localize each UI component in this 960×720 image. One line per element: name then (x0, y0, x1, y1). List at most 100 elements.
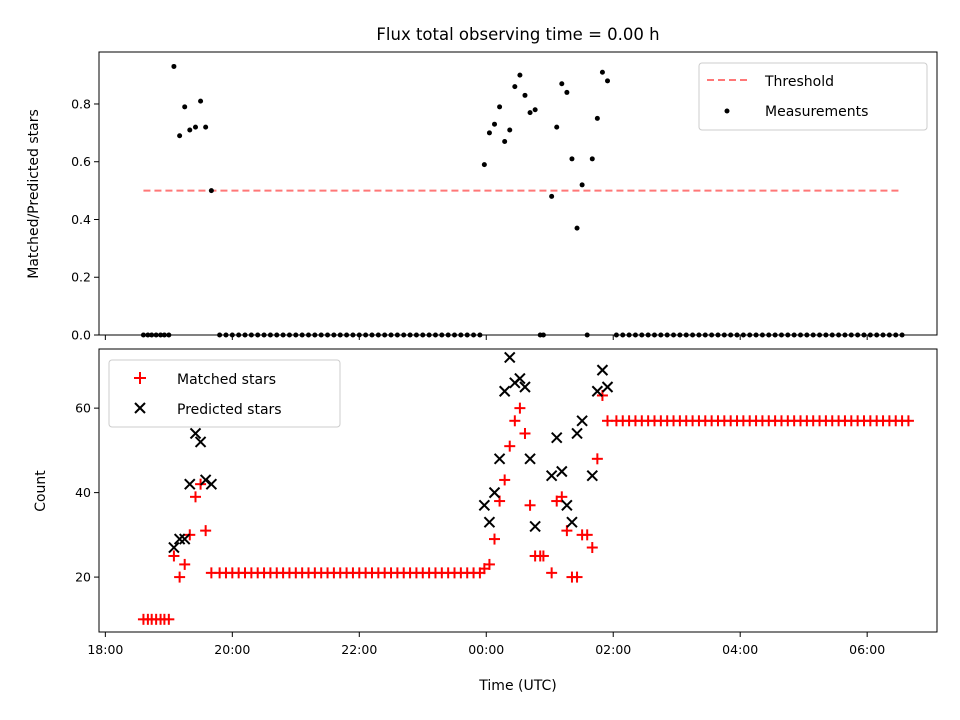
predicted-star-marker-b (184, 478, 196, 490)
top-y-ticks: 0.0 0.2 0.4 0.6 0.8 (71, 96, 99, 343)
predicted-star-marker (178, 533, 191, 545)
bottom-legend-box (108, 359, 341, 428)
predicted-star-marker (586, 470, 598, 482)
predicted-star-marker-b (596, 364, 609, 376)
measurement-point (574, 225, 580, 231)
predicted-star-marker (601, 381, 614, 393)
predicted-star-marker-b (524, 453, 536, 465)
predicted-star-marker-b (483, 516, 496, 528)
matched-star-marker (571, 571, 583, 583)
bottom-y-tick-label: 60 (75, 401, 91, 416)
matched-stars-points (137, 389, 914, 625)
bottom-y-ticks: 20 40 60 (75, 401, 99, 585)
measurement-point (192, 124, 198, 130)
predicted-stars-points (168, 351, 614, 554)
matched-star-marker (168, 550, 180, 562)
matched-star-marker (189, 491, 201, 503)
predicted-star-marker (168, 541, 180, 554)
measurement-point (171, 63, 177, 69)
measurement-point (481, 162, 487, 168)
bottom-x-tick-label: 20:00 (214, 642, 250, 657)
matched-star-marker (179, 558, 191, 570)
threshold-legend-label: Threshold (764, 74, 834, 90)
bottom-x-tick-label: 22:00 (341, 642, 377, 657)
matched-star-marker (514, 402, 526, 414)
matched-star-marker (504, 440, 516, 452)
measurement-point (532, 107, 538, 113)
predicted-star-marker (524, 453, 536, 465)
measurement-point (497, 104, 503, 110)
matched-star-marker (489, 533, 501, 545)
bottom-x-tick-label: 00:00 (468, 642, 504, 657)
top-panel: Flux total observing time = 0.00 h Match… (26, 25, 938, 343)
bottom-x-tick-label: 18:00 (87, 642, 123, 657)
predicted-star-marker (519, 381, 531, 393)
matched-star-marker (483, 558, 495, 570)
predicted-star-marker (194, 436, 207, 448)
matched-star-marker (519, 427, 531, 439)
matched-star-marker (581, 529, 593, 541)
predicted-star-marker-b (586, 470, 598, 482)
measurement-point (517, 72, 523, 78)
predicted-star-marker-b (514, 372, 526, 385)
top-y-tick-label: 0.4 (71, 212, 91, 227)
top-legend: Threshold Measurements (698, 62, 928, 131)
predicted-star-marker (488, 486, 501, 499)
measurement-point (502, 139, 508, 145)
bottom-y-tick-label: 40 (75, 485, 91, 500)
measurements-legend-label: Measurements (765, 104, 868, 120)
measurement-point (177, 133, 183, 139)
matched-star-marker (537, 550, 549, 562)
measurement-point (198, 98, 204, 104)
measurement-point (507, 127, 513, 133)
predicted-legend-swatch (134, 402, 146, 414)
predicted-star-marker-b (488, 486, 501, 499)
predicted-star-marker-b (493, 453, 506, 465)
predicted-star-marker-b (504, 351, 516, 364)
matched-star-marker (902, 415, 914, 427)
measurement-point (564, 89, 570, 95)
matched-legend-swatch (134, 372, 146, 384)
top-y-axis-label: Matched/Predicted stars (26, 109, 42, 279)
matched-star-marker (546, 567, 558, 579)
measurement-point (605, 78, 611, 84)
measurement-point (527, 110, 533, 116)
top-y-tick-label: 0.8 (71, 96, 91, 111)
top-plot-frame (98, 51, 938, 336)
predicted-star-marker-b (199, 474, 212, 486)
predicted-star-marker-b (576, 415, 588, 427)
top-chart-title: Flux total observing time = 0.00 h (376, 25, 659, 44)
predicted-star-marker (591, 385, 604, 397)
predicted-star-marker-b (519, 381, 531, 393)
measurement-point (599, 69, 605, 75)
measurement-point (589, 156, 595, 162)
predicted-star-marker-b (591, 385, 604, 397)
predicted-star-marker-b (571, 427, 583, 440)
top-legend-box (698, 62, 928, 131)
predicted-star-marker (561, 499, 573, 511)
top-y-tick-label: 0.6 (71, 154, 91, 169)
measurement-point (486, 130, 492, 136)
bottom-x-tick-label: 04:00 (722, 642, 758, 657)
predicted-star-marker-b (498, 385, 511, 397)
predicted-star-marker (545, 470, 558, 482)
bottom-panel: Count Time (UTC) 20 40 60 18:00 20:00 22:00 0… (33, 348, 938, 694)
matched-star-marker (200, 525, 212, 537)
predicted-star-marker (478, 499, 491, 511)
matched-star-marker (163, 613, 175, 625)
predicted-star-marker (205, 478, 218, 490)
predicted-star-marker-b (529, 520, 541, 533)
bottom-x-tick-label: 06:00 (849, 642, 885, 657)
measurement-point (569, 156, 575, 162)
measurement-point (187, 127, 193, 133)
predicted-star-marker-b (178, 533, 191, 545)
bottom-x-tick-label: 02:00 (595, 642, 631, 657)
bottom-plot-frame (98, 348, 938, 633)
measurement-point (522, 92, 528, 98)
matched-star-marker (524, 499, 536, 511)
top-y-tick-label: 0.0 (71, 328, 91, 343)
predicted-star-marker-b (566, 516, 578, 528)
predicted-star-marker (566, 516, 578, 528)
matched-star-marker (586, 542, 598, 554)
predicted-star-marker-b (545, 470, 558, 482)
